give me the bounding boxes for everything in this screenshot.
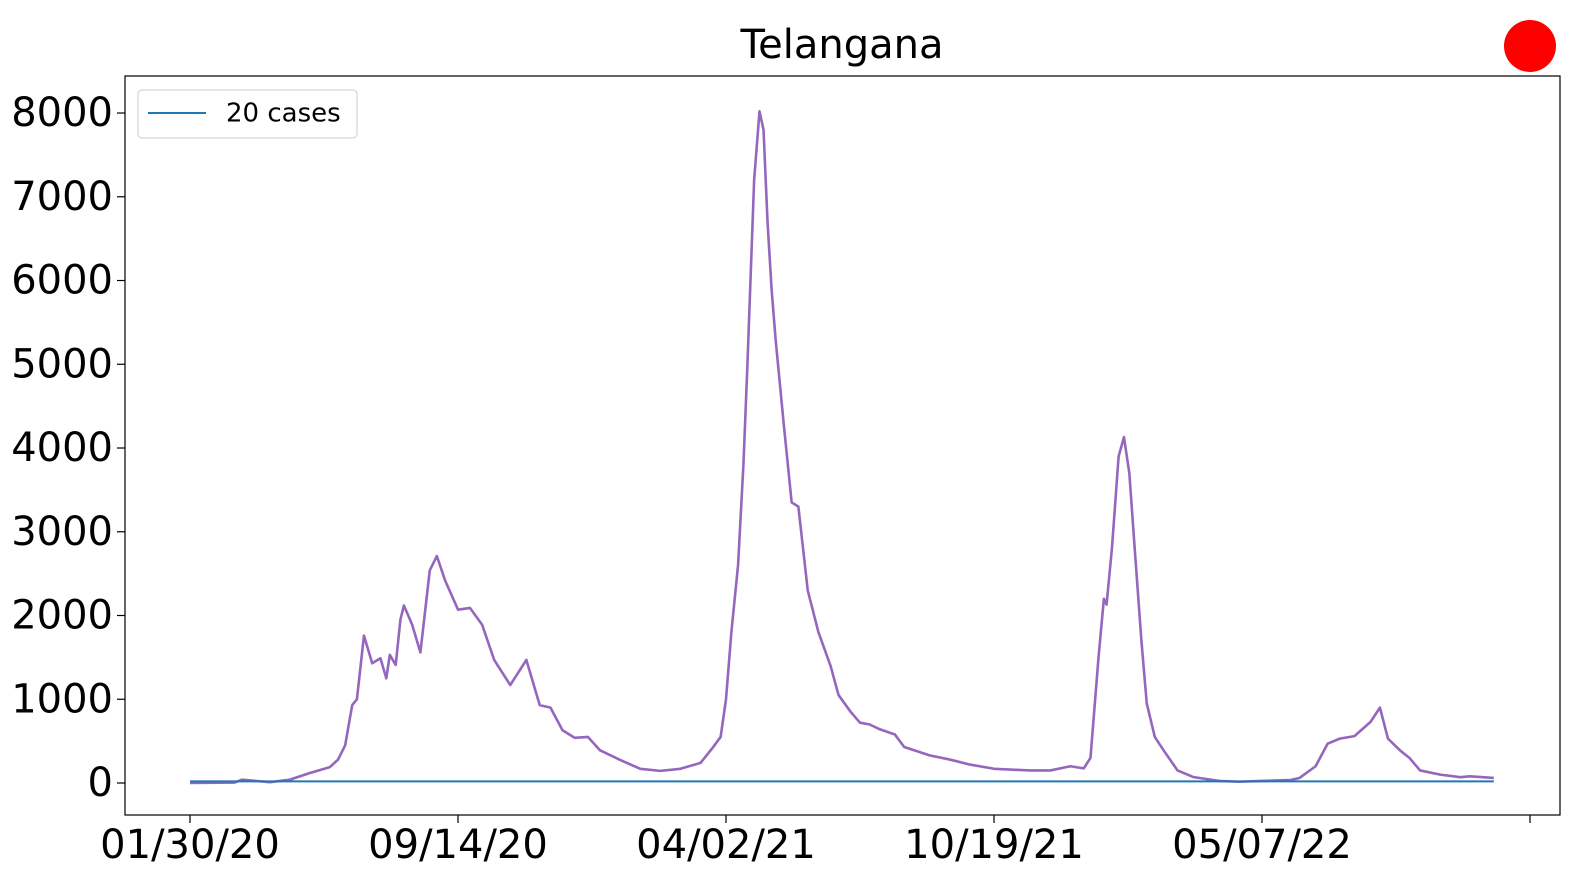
x-tick-label: 04/02/21: [636, 822, 816, 868]
y-tick-label: 1000: [11, 676, 113, 722]
x-tick-label: 10/19/21: [904, 822, 1084, 868]
y-tick-label: 5000: [11, 341, 113, 387]
legend-box: [137, 89, 358, 139]
y-tick-label: 0: [88, 760, 113, 806]
y-tick-label: 3000: [11, 509, 113, 555]
chart-title: Telangana: [740, 22, 944, 68]
y-tick-label: 7000: [11, 174, 113, 220]
legend-label: 20 cases: [226, 99, 341, 129]
data-line: [189, 110, 1494, 785]
status-indicator: [1504, 20, 1556, 72]
y-tick-label: 4000: [11, 425, 113, 471]
x-tick-label: 09/14/20: [368, 822, 548, 868]
x-tick-label: 01/30/20: [100, 822, 280, 868]
y-tick-label: 8000: [11, 90, 113, 136]
y-tick-label: 6000: [11, 258, 113, 304]
plot-frame: [124, 75, 1561, 816]
x-tick-label: 05/07/22: [1172, 822, 1352, 868]
y-tick-label: 2000: [11, 593, 113, 639]
